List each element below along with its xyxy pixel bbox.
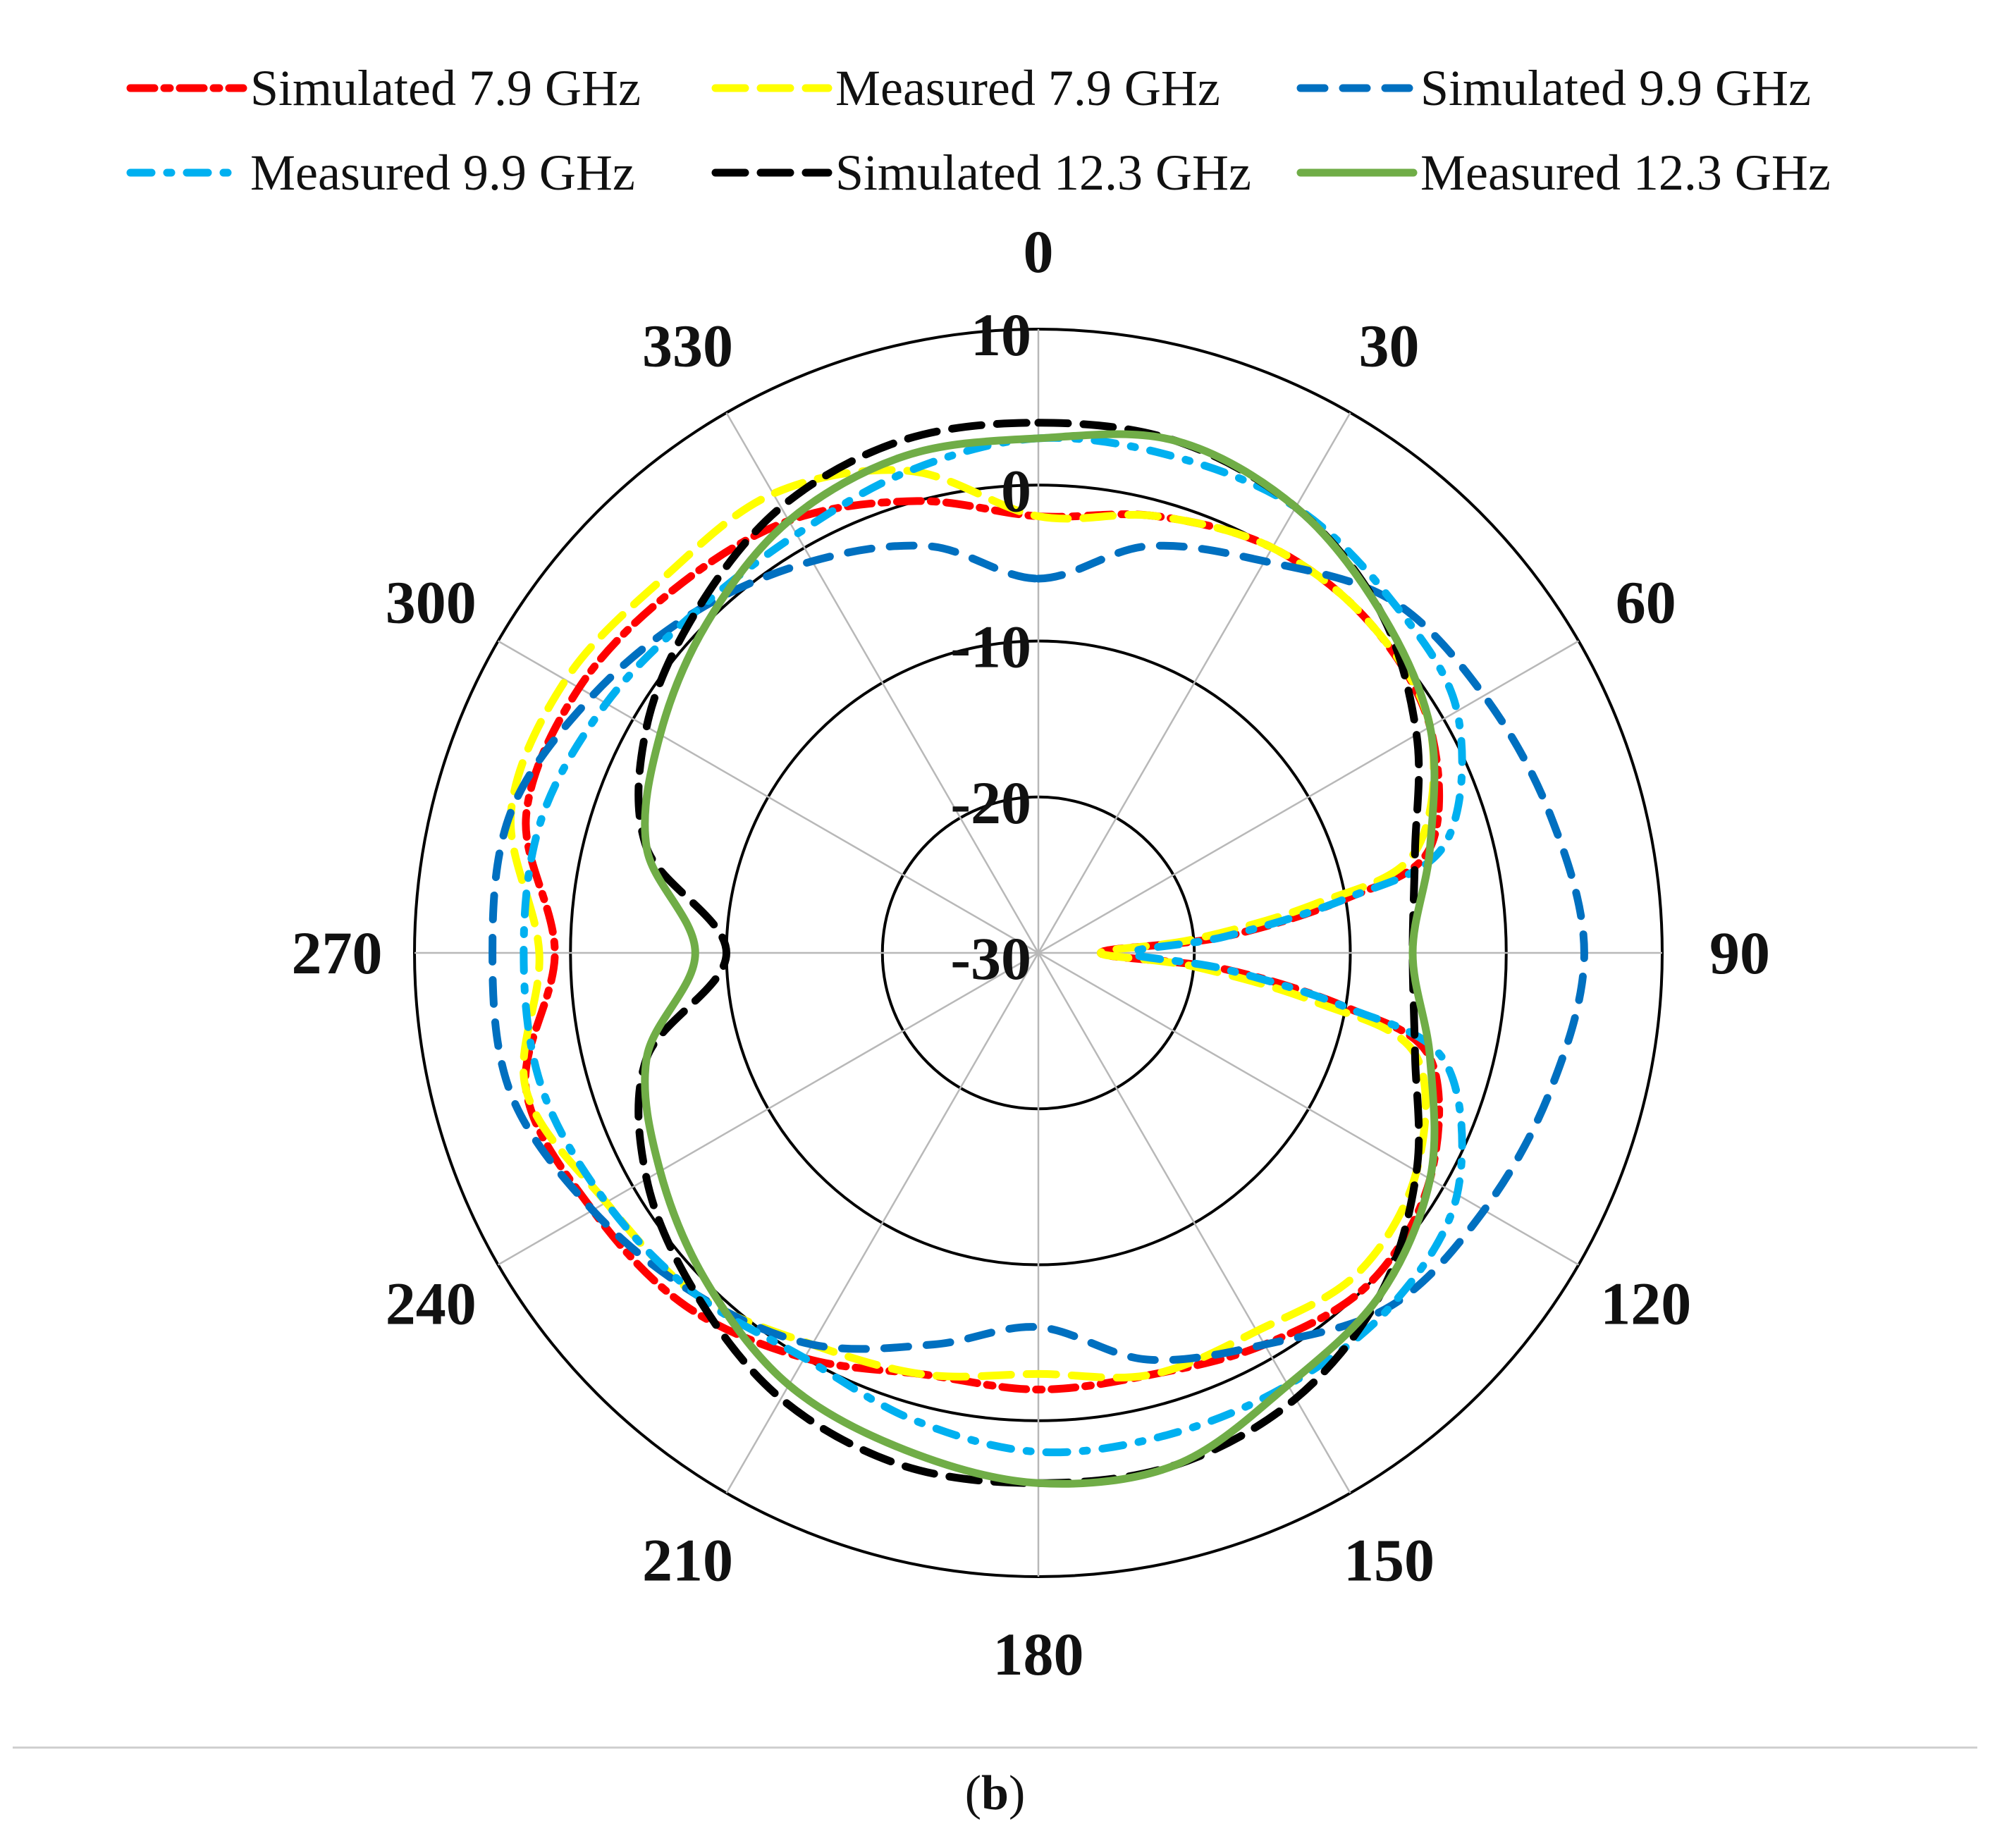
figure-caption: (b): [0, 1766, 1990, 1822]
legend: Simulated 7.9 GHz Measured 7.9 GHz Simulat…: [126, 60, 1831, 201]
radial-label--10: -10: [950, 613, 1031, 681]
angle-label-300: 300: [386, 569, 477, 636]
radial-label-0: 0: [1001, 457, 1031, 524]
legend-label-4: Measured 9.9 GHz: [250, 144, 635, 201]
angle-label-180: 180: [993, 1620, 1084, 1688]
series-line-3: [489, 541, 1588, 1365]
angle-label-210: 210: [642, 1527, 733, 1594]
caption-close: ): [1008, 1766, 1026, 1821]
angle-label-150: 150: [1344, 1527, 1435, 1594]
series-line-6: [641, 430, 1439, 1488]
radial-label--20: -20: [950, 769, 1031, 837]
legend-label-5: Simulated 12.3 GHz: [835, 144, 1251, 201]
caption-letter: b: [981, 1766, 1009, 1821]
angle-label-240: 240: [386, 1270, 477, 1338]
angle-label-90: 90: [1709, 919, 1770, 987]
angle-label-330: 330: [642, 312, 733, 379]
caption-open: (: [964, 1766, 982, 1821]
series-line-4: [520, 433, 1466, 1457]
legend-label-2: Measured 7.9 GHz: [835, 60, 1220, 116]
polar-chart: 0 30 60 90 120 150 180 210 240 270 300 330 10 0 -10 -20…: [126, 60, 1831, 1688]
legend-label-1: Simulated 7.9 GHz: [250, 60, 641, 116]
tick-labels: 0 30 60 90 120 150 180 210 240 270 300 330 10 0 -10 -20…: [292, 218, 1771, 1688]
divider: [13, 1747, 1977, 1749]
legend-label-3: Simulated 9.9 GHz: [1420, 60, 1811, 116]
polar-grid: [413, 328, 1664, 1578]
angle-label-60: 60: [1616, 569, 1676, 636]
angle-label-120: 120: [1600, 1270, 1691, 1338]
radial-label-10: 10: [971, 301, 1031, 369]
angle-label-30: 30: [1359, 312, 1420, 379]
series-layer: [489, 419, 1588, 1488]
radial-label--30: -30: [950, 925, 1031, 992]
legend-label-6: Measured 12.3 GHz: [1420, 144, 1831, 201]
angle-label-270: 270: [292, 919, 383, 987]
spoke-150: [725, 412, 1351, 1494]
angle-label-0: 0: [1024, 218, 1054, 285]
